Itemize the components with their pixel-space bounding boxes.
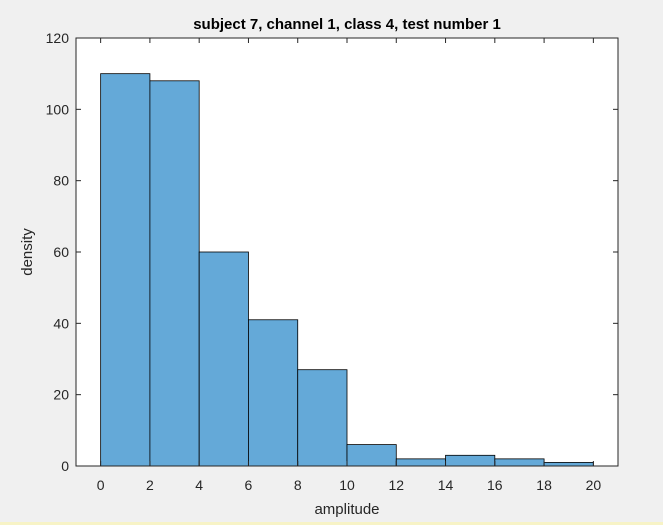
bottom-strip (0, 522, 663, 525)
x-tick-label: 18 (536, 477, 552, 493)
histogram-bar (346, 444, 397, 467)
x-tick-label: 6 (245, 477, 253, 493)
x-tick-label: 16 (487, 477, 503, 493)
y-tick-label: 80 (53, 173, 69, 189)
histogram-bar (494, 458, 545, 467)
histogram-bar (543, 462, 594, 467)
x-tick-label: 2 (146, 477, 154, 493)
y-tick-label: 60 (53, 244, 69, 260)
histogram-bar (149, 80, 200, 467)
chart-title: subject 7, channel 1, class 4, test numb… (193, 16, 501, 33)
y-tick-label: 0 (61, 458, 69, 474)
x-tick-label: 0 (97, 477, 105, 493)
histogram-bar (198, 251, 249, 467)
histogram-bar (100, 73, 151, 467)
plot-frame (75, 37, 619, 467)
y-tick-label: 20 (53, 387, 69, 403)
histogram-bar (297, 369, 348, 467)
histogram-bar (445, 454, 496, 467)
x-tick-label: 4 (195, 477, 203, 493)
histogram-bar (248, 319, 299, 467)
x-tick-label: 8 (294, 477, 302, 493)
y-tick-label: 100 (46, 101, 70, 117)
x-axis-ticks: 0 2 4 6 8 10 12 14 16 18 20 (97, 38, 602, 493)
x-tick-label: 20 (586, 477, 602, 493)
histogram-bars (100, 73, 594, 467)
x-tick-label: 12 (388, 477, 404, 493)
y-axis-label: density (19, 228, 36, 276)
histogram-bar (395, 458, 446, 467)
y-tick-label: 120 (46, 30, 70, 46)
x-tick-label: 14 (438, 477, 454, 493)
x-tick-label: 10 (339, 477, 355, 493)
y-axis-ticks: 0 20 40 60 80 100 120 (46, 30, 618, 474)
x-axis-label: amplitude (314, 501, 379, 518)
y-tick-label: 40 (53, 315, 69, 331)
